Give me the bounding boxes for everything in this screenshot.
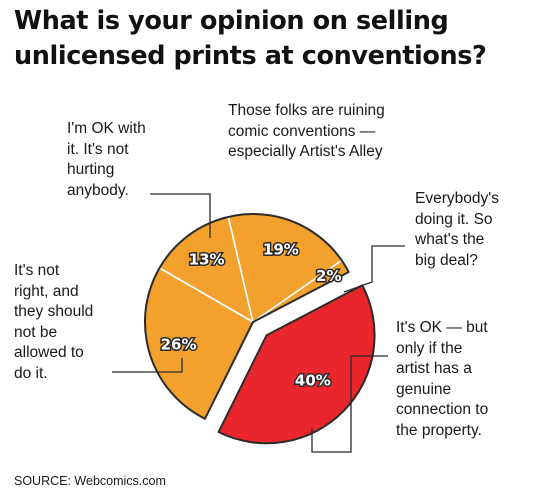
pie-slice-value-everybody-s-doing-it-so-what: 2% bbox=[316, 267, 341, 285]
pie-slice-value-those-folks-are-ruining-comi: 19% bbox=[263, 240, 299, 258]
pie-slice-it-s-ok-but-only-if-the-arti bbox=[217, 284, 376, 445]
leader-ok-genuine-connection bbox=[311, 355, 388, 453]
leader-not-right bbox=[112, 358, 183, 373]
pie-slice-value-i-m-ok-with-it-it-s-not-hurt: 13% bbox=[189, 251, 225, 269]
annotation-ok-not-hurting: I'm OK with it. It's not hurting anybody… bbox=[67, 120, 146, 199]
chart-title: What is your opinion on selling unlicens… bbox=[14, 4, 544, 74]
title-line-2: unlicensed prints at conventions? bbox=[14, 41, 487, 71]
pie-slice-value-it-s-ok-but-only-if-the-arti: 40% bbox=[295, 372, 331, 390]
title-line-1: What is your opinion on selling bbox=[14, 6, 449, 36]
leader-ok-not-hurting bbox=[150, 193, 211, 238]
pie-outline bbox=[144, 213, 350, 420]
leader-everybody-doing-it bbox=[343, 245, 405, 293]
source-note: SOURCE: Webcomics.com bbox=[14, 474, 166, 488]
annotation-not-right: It's not right, and they should not be a… bbox=[14, 262, 94, 382]
annotation-ruining-conventions: Those folks are ruining comic convention… bbox=[228, 102, 385, 160]
annotation-ok-genuine-connection: It's OK — but only if the artist has a g… bbox=[396, 319, 489, 439]
pie-slice-value-it-s-not-right-and-they-shou: 26% bbox=[161, 335, 197, 353]
annotation-everybody-doing-it: Everybody's doing it. So what's the big … bbox=[415, 190, 499, 269]
